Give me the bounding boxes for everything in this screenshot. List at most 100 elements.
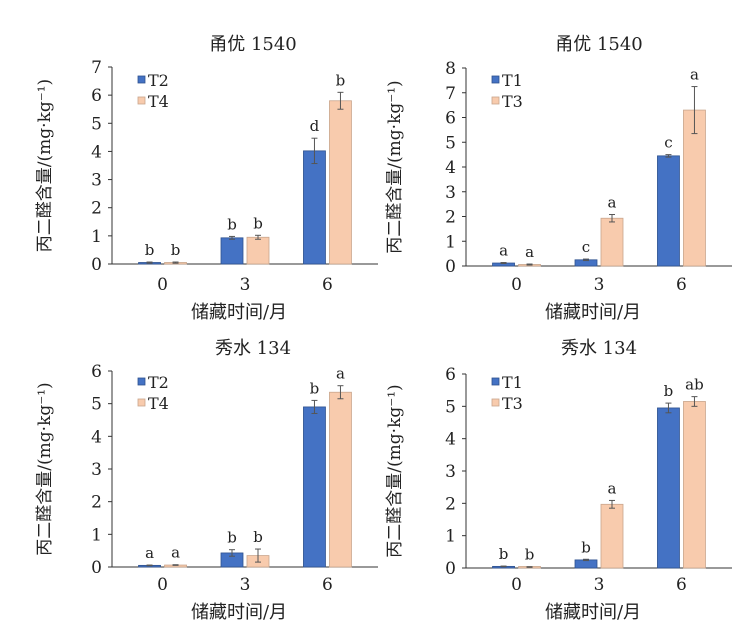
bar-T2-6 [303,150,326,265]
x-tick-label: 6 [322,275,333,295]
y-axis-label: 丙二醛含量/(mg·kg⁻¹) [385,80,405,253]
significance-letter: a [336,365,345,383]
legend-swatch [491,398,500,407]
x-tick-label: 0 [157,275,168,295]
bar-T4-6 [329,391,352,568]
y-axis-label: 丙二醛含量/(mg·kg⁻¹) [385,384,405,557]
legend-label: T1 [502,71,523,90]
significance-letter: b [499,545,509,563]
y-tick-label: 3 [445,183,456,203]
y-tick-label: 2 [445,494,456,514]
significance-letter: a [145,544,154,562]
bar-T1-6 [657,407,680,569]
legend-swatch [137,96,146,105]
chart-title: 秀水 134 [215,338,291,359]
significance-letter: b [145,241,155,259]
significance-letter: a [690,66,699,84]
x-tick-label: 6 [676,275,687,295]
legend-label: T3 [502,92,523,111]
legend-label: T4 [148,92,169,111]
significance-letter: b [253,214,263,232]
x-tick-label: 0 [511,275,522,295]
significance-letter: b [581,538,591,556]
significance-letter: a [499,242,508,260]
legend-label: T4 [148,394,169,413]
significance-letter: a [525,243,534,261]
y-tick-label: 4 [91,427,102,447]
bar-T2-3 [220,237,244,265]
significance-letter: ab [685,376,704,394]
x-axis-label: 储藏时间/月 [545,302,641,323]
y-tick-label: 7 [91,58,102,78]
y-tick-label: 8 [445,59,456,79]
bar-T3-3 [600,503,624,569]
y-tick-label: 6 [91,86,102,106]
y-tick-label: 5 [91,114,102,134]
significance-letter: d [310,117,320,135]
legend-swatch [137,398,146,407]
significance-letter: c [582,238,590,256]
y-tick-label: 5 [445,133,456,153]
bar-T4-6 [329,100,352,265]
y-tick-label: 6 [445,365,456,385]
chart-title: 甬优 1540 [209,34,297,55]
significance-letter: b [227,215,237,233]
bar-T1-3 [574,559,598,569]
y-tick-label: 3 [91,171,102,191]
bar-T3-6 [683,401,706,569]
legend-swatch [491,96,500,105]
x-axis-label: 储藏时间/月 [191,602,287,623]
significance-letter: b [227,529,237,547]
y-tick-label: 2 [445,208,456,228]
y-tick-label: 1 [445,232,456,252]
y-tick-label: 2 [91,493,102,513]
y-tick-label: 2 [91,199,102,219]
x-tick-label: 3 [594,275,605,295]
y-tick-label: 5 [91,395,102,415]
significance-letter: a [608,194,617,212]
y-tick-label: 3 [91,460,102,480]
x-tick-label: 3 [240,275,251,295]
significance-letter: b [253,528,263,546]
legend-label: T2 [148,373,169,392]
y-axis-label: 丙二醛含量/(mg·kg⁻¹) [35,382,55,555]
y-tick-label: 0 [91,558,102,578]
y-tick-label: 1 [91,227,102,247]
significance-letter: a [608,479,617,497]
significance-letter: b [664,382,674,400]
significance-letter: b [171,241,181,259]
x-tick-label: 0 [157,575,168,595]
x-tick-label: 6 [322,575,333,595]
significance-letter: b [336,71,346,89]
significance-letter: c [664,134,672,152]
x-tick-label: 6 [676,575,687,595]
significance-letter: a [171,544,180,562]
significance-letter: b [525,546,535,564]
y-axis-label: 丙二醛含量/(mg·kg⁻¹) [35,79,55,252]
x-tick-label: 3 [240,575,251,595]
bar-T1-6 [657,155,680,267]
legend-swatch [137,75,146,84]
bar-T3-3 [600,217,624,267]
chart-title: 秀水 134 [561,338,637,359]
y-tick-label: 6 [91,362,102,382]
bar-T4-3 [246,236,270,265]
y-tick-label: 7 [445,84,456,104]
y-tick-label: 0 [445,559,456,579]
y-tick-label: 1 [445,527,456,547]
legend-label: T1 [502,373,523,392]
y-tick-label: 0 [91,255,102,275]
legend-swatch [137,377,146,386]
y-tick-label: 5 [445,397,456,417]
y-tick-label: 3 [445,462,456,482]
legend-swatch [491,377,500,386]
y-tick-label: 4 [445,158,456,178]
significance-letter: b [310,379,320,397]
y-tick-label: 4 [91,142,102,162]
y-tick-label: 1 [91,525,102,545]
y-tick-label: 0 [445,257,456,277]
